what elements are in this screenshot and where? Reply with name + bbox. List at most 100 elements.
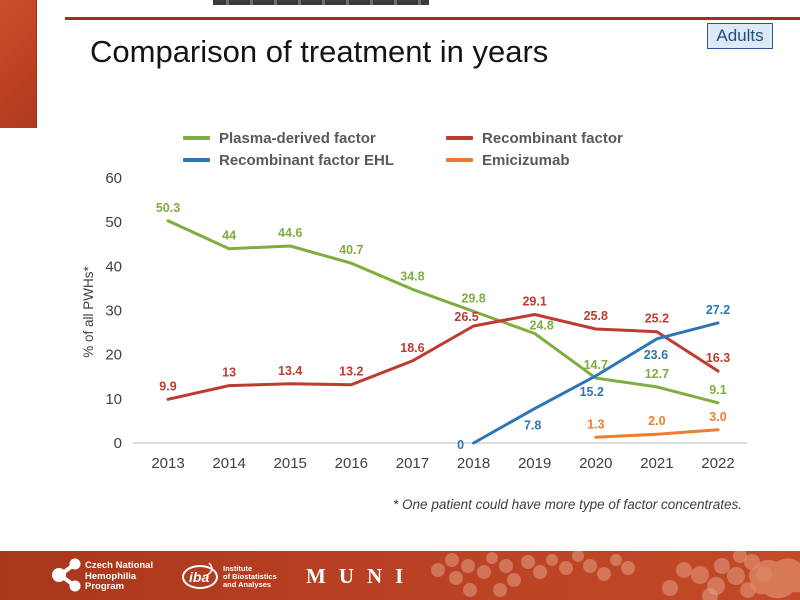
x-tick-label: 2016 [335, 455, 368, 472]
deco-dot [702, 588, 718, 600]
series-line-recombinant-factor [166, 313, 720, 401]
x-tick-label: 2015 [274, 455, 307, 472]
data-label-recombinant-factor-2018: 26.5 [454, 310, 478, 324]
x-tick-label: 2020 [579, 455, 612, 472]
deco-dot [449, 571, 463, 585]
iba-logo-text: Institute of Biostatistics and Analyses [223, 565, 277, 589]
deco-dot [493, 583, 507, 597]
cropped-header-text [213, 0, 429, 5]
deco-dot [546, 554, 558, 566]
title-underline-rule [65, 17, 800, 20]
legend-item-plasma-derived-factor: Plasma-derived factor [183, 129, 376, 147]
data-label-plasma-derived-factor-2018: 29.8 [461, 291, 485, 305]
deco-dot [521, 555, 535, 569]
data-label-plasma-derived-factor-2022: 9.1 [709, 383, 726, 397]
data-label-emicizumab-2020: 1.3 [587, 417, 604, 431]
data-label-plasma-derived-factor-2014: 44 [222, 229, 236, 243]
legend-item-recombinant-factor: Recombinant factor [446, 129, 623, 147]
deco-dot [676, 562, 692, 578]
svg-text:iba: iba [189, 569, 209, 585]
legend-item-emicizumab: Emicizumab [446, 151, 570, 169]
data-label-recombinant-factor-2021: 25.2 [645, 312, 669, 326]
footer-bar: Czech National Hemophilia Program iba In… [0, 551, 800, 600]
deco-dot [610, 554, 622, 566]
data-label-recombinant-factor-2019: 29.1 [522, 294, 546, 308]
data-label-recombinant-factor-2015: 13.4 [278, 364, 302, 378]
iba-logo-icon: iba [182, 562, 218, 589]
x-tick-label: 2018 [457, 455, 490, 472]
deco-dot [463, 583, 477, 597]
deco-dot [486, 552, 498, 564]
data-label-plasma-derived-factor-2017: 34.8 [400, 269, 424, 283]
chnp-line-1: Czech National [85, 560, 154, 571]
y-tick-label: 30 [105, 303, 122, 320]
data-label-plasma-derived-factor-2016: 40.7 [339, 243, 363, 257]
series-line-plasma-derived-factor [166, 219, 720, 405]
x-tick-label: 2013 [151, 455, 184, 472]
legend-label-emicizumab: Emicizumab [482, 151, 570, 169]
deco-dot [662, 580, 678, 596]
deco-dot [691, 566, 709, 584]
x-tick-label: 2021 [640, 455, 673, 472]
x-tick-label: 2017 [396, 455, 429, 472]
data-label-recombinant-factor-2014: 13 [222, 366, 236, 380]
legend-label-recombinant-factor: Recombinant factor [482, 129, 623, 147]
chnp-line-3: Program [85, 581, 125, 592]
chnp-logo-text: Czech National Hemophilia Program [85, 560, 154, 593]
data-label-plasma-derived-factor-2019: 24.8 [529, 318, 553, 332]
legend-swatch-recombinant-factor-ehl [183, 158, 210, 162]
data-label-plasma-derived-factor-2021: 12.7 [645, 367, 669, 381]
data-label-recombinant-factor-2020: 25.8 [584, 309, 608, 323]
x-tick-label: 2022 [701, 455, 734, 472]
x-tick-label: 2019 [518, 455, 551, 472]
deco-dot [507, 573, 521, 587]
deco-dot [727, 567, 745, 585]
iba-line-1: Institute [223, 564, 253, 573]
deco-dot [445, 553, 459, 567]
data-label-recombinant-factor-ehl-2018: 0 [457, 438, 464, 452]
legend-swatch-plasma-derived-factor [183, 136, 210, 140]
deco-dot [559, 561, 573, 575]
deco-dot [597, 567, 611, 581]
legend-swatch-emicizumab [446, 158, 473, 162]
adults-badge: Adults [707, 23, 773, 49]
deco-dot [714, 558, 730, 574]
data-label-recombinant-factor-2016: 13.2 [339, 365, 363, 379]
data-label-recombinant-factor-ehl-2020: 15.2 [580, 385, 604, 399]
legend-label-recombinant-factor-ehl: Recombinant factor EHL [219, 151, 395, 169]
iba-line-2: of Biostatistics [223, 572, 277, 581]
deco-dot [431, 563, 445, 577]
data-label-recombinant-factor-ehl-2019: 7.8 [524, 419, 541, 433]
footer-molecule-pattern [431, 551, 800, 600]
deco-dot [499, 559, 513, 573]
adults-badge-label: Adults [716, 26, 764, 45]
footnote: * One patient could have more type of fa… [393, 497, 742, 512]
y-tick-label: 20 [105, 347, 122, 364]
data-label-recombinant-factor-2013: 9.9 [159, 379, 176, 393]
y-axis-title: % of all PWHs* [81, 265, 96, 357]
data-label-recombinant-factor-ehl-2021: 23.6 [644, 348, 668, 362]
y-tick-label: 50 [105, 214, 122, 231]
data-label-emicizumab-2021: 2.0 [648, 414, 665, 428]
legend-swatch-recombinant-factor [446, 136, 473, 140]
series-line-emicizumab [594, 428, 720, 439]
data-label-recombinant-factor-2022: 16.3 [706, 351, 730, 365]
series-line-recombinant-factor-ehl [472, 321, 720, 445]
deco-dot [477, 565, 491, 579]
data-label-recombinant-factor-2017: 18.6 [400, 341, 424, 355]
deco-dot [621, 561, 635, 575]
iba-line-3: and Analyses [223, 580, 272, 589]
data-label-plasma-derived-factor-2015: 44.6 [278, 226, 302, 240]
data-label-emicizumab-2022: 3.0 [709, 410, 726, 424]
sidebar-accent-bar [0, 0, 37, 128]
y-tick-label: 10 [105, 391, 122, 408]
legend-label-plasma-derived-factor: Plasma-derived factor [219, 129, 376, 147]
data-label-recombinant-factor-ehl-2022: 27.2 [706, 303, 730, 317]
czech-map-silhouette [748, 558, 800, 599]
deco-dot [572, 551, 584, 562]
y-tick-label: 60 [105, 170, 122, 187]
deco-dot [533, 565, 547, 579]
muni-logo: MUNI [306, 564, 417, 588]
